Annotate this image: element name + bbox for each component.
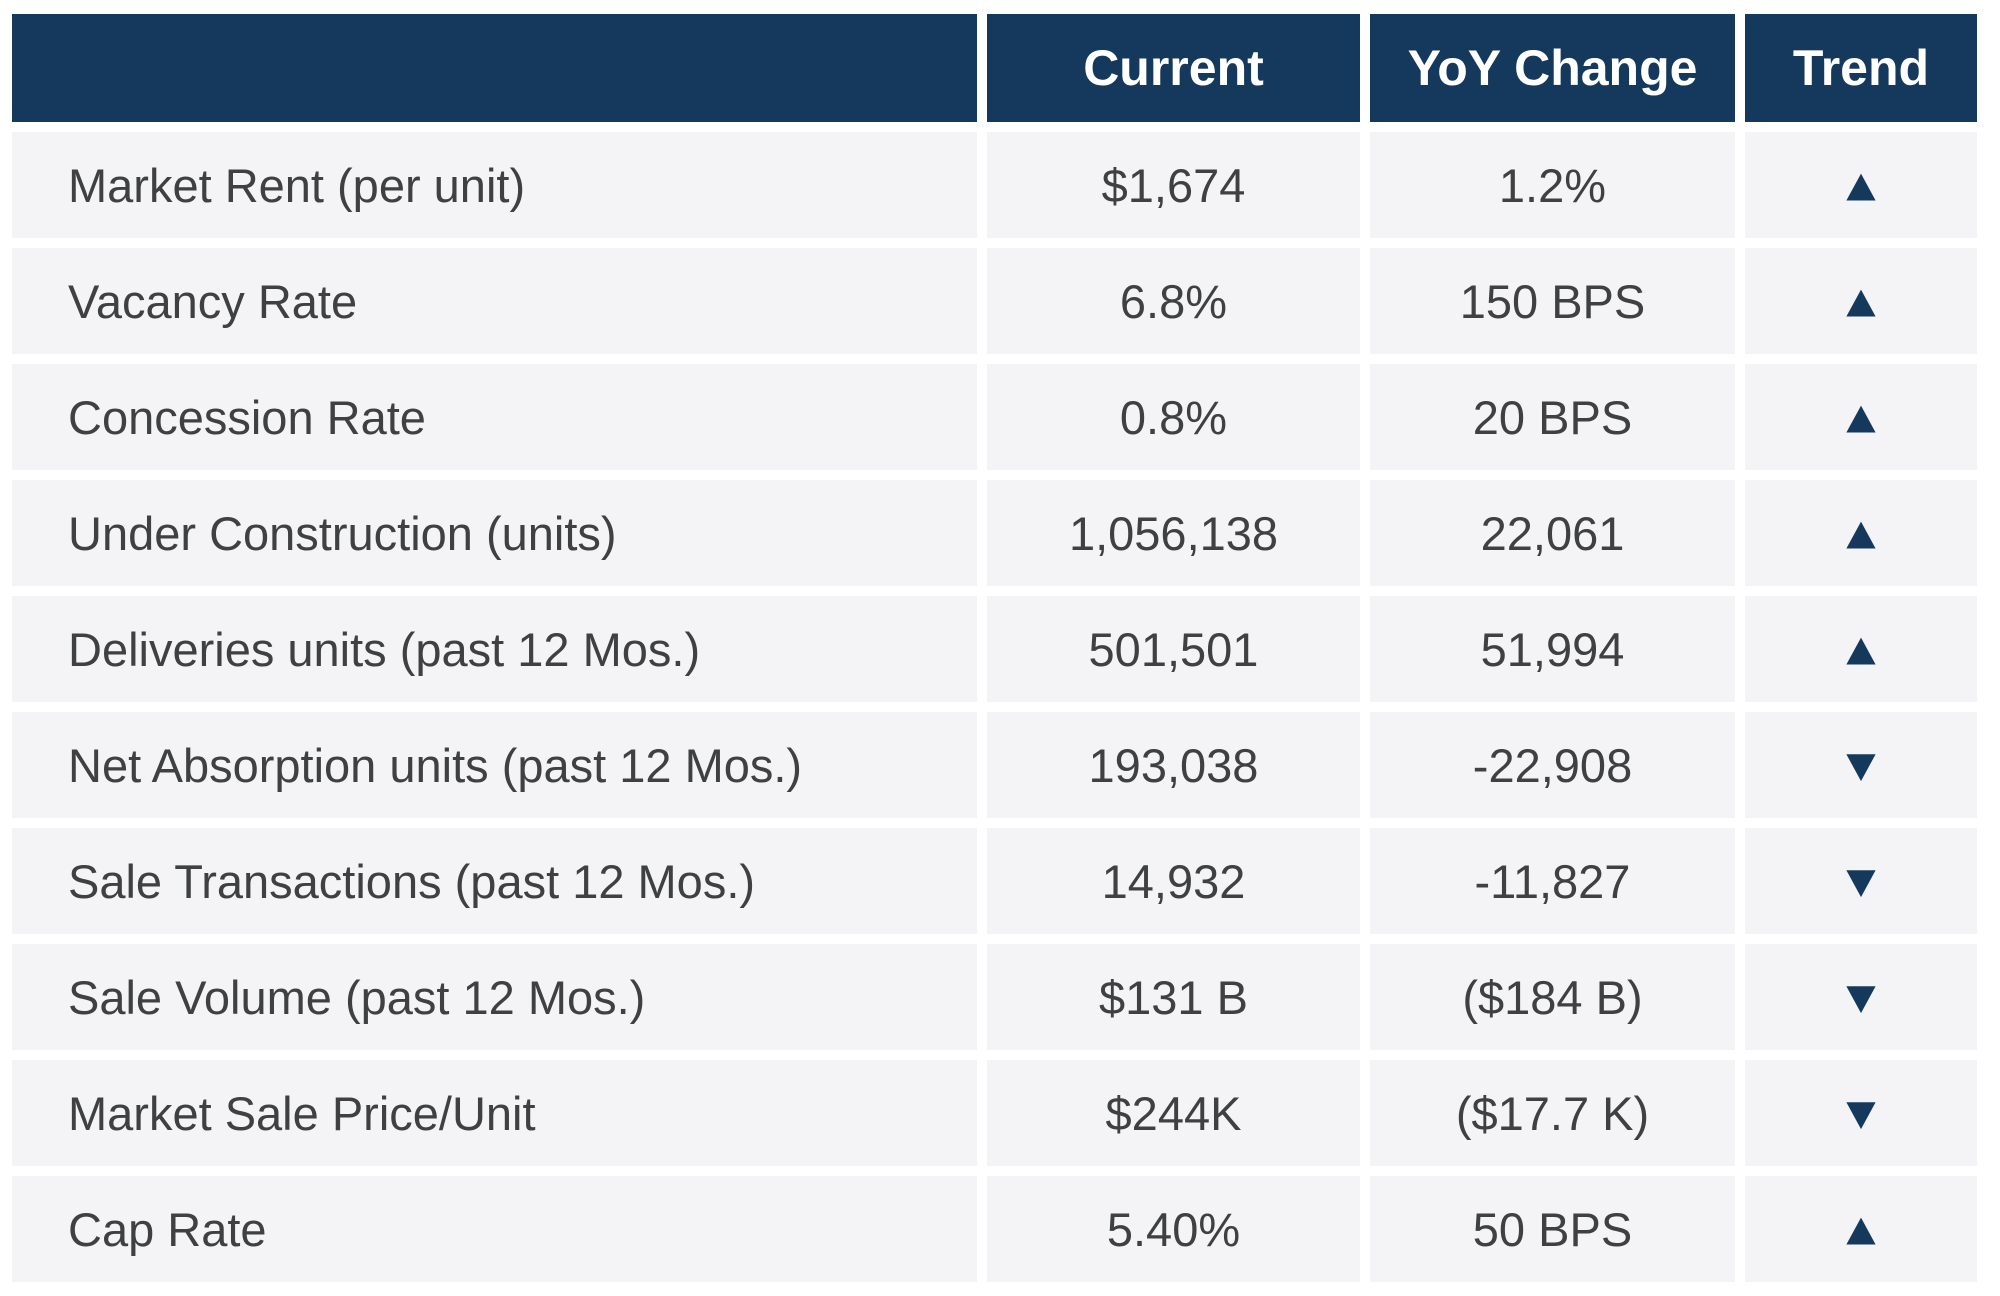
table-header: Current YoY Change Trend (12, 14, 1977, 122)
yoy-value: -22,908 (1370, 712, 1735, 818)
yoy-value: 50 BPS (1370, 1176, 1735, 1282)
trend-down-icon: ▼ (1836, 970, 1886, 1023)
metric-label: Market Rent (per unit) (12, 132, 977, 238)
trend-up-icon: ▲ (1836, 390, 1886, 443)
metric-label: Net Absorption units (past 12 Mos.) (12, 712, 977, 818)
metric-label: Sale Volume (past 12 Mos.) (12, 944, 977, 1050)
trend-down-icon: ▼ (1836, 738, 1886, 791)
table-row: Sale Volume (past 12 Mos.) $131 B ($184 … (12, 944, 1977, 1050)
trend-cell: ▲ (1745, 132, 1977, 238)
trend-cell: ▼ (1745, 828, 1977, 934)
trend-down-icon: ▼ (1836, 854, 1886, 907)
trend-cell: ▼ (1745, 1060, 1977, 1166)
table-row: Deliveries units (past 12 Mos.) 501,501 … (12, 596, 1977, 702)
current-value: 5.40% (987, 1176, 1360, 1282)
yoy-value: 1.2% (1370, 132, 1735, 238)
header-row: Current YoY Change Trend (12, 14, 1977, 122)
table-row: Market Sale Price/Unit $244K ($17.7 K) ▼ (12, 1060, 1977, 1166)
table-row: Vacancy Rate 6.8% 150 BPS ▲ (12, 248, 1977, 354)
yoy-value: 150 BPS (1370, 248, 1735, 354)
current-value: 0.8% (987, 364, 1360, 470)
yoy-value: 20 BPS (1370, 364, 1735, 470)
table-body: Market Rent (per unit) $1,674 1.2% ▲ Vac… (12, 132, 1977, 1282)
trend-up-icon: ▲ (1836, 274, 1886, 327)
metric-label: Cap Rate (12, 1176, 977, 1282)
table-row: Concession Rate 0.8% 20 BPS ▲ (12, 364, 1977, 470)
header-metric-blank (12, 14, 977, 122)
metric-label: Under Construction (units) (12, 480, 977, 586)
current-value: 501,501 (987, 596, 1360, 702)
yoy-value: ($184 B) (1370, 944, 1735, 1050)
yoy-value: ($17.7 K) (1370, 1060, 1735, 1166)
header-trend: Trend (1745, 14, 1977, 122)
yoy-value: 22,061 (1370, 480, 1735, 586)
table-row: Sale Transactions (past 12 Mos.) 14,932 … (12, 828, 1977, 934)
header-yoy-change: YoY Change (1370, 14, 1735, 122)
current-value: $131 B (987, 944, 1360, 1050)
market-stats-table: Current YoY Change Trend Market Rent (pe… (2, 4, 1987, 1292)
current-value: 6.8% (987, 248, 1360, 354)
trend-up-icon: ▲ (1836, 506, 1886, 559)
trend-cell: ▼ (1745, 712, 1977, 818)
header-current: Current (987, 14, 1360, 122)
current-value: 193,038 (987, 712, 1360, 818)
trend-down-icon: ▼ (1836, 1086, 1886, 1139)
metric-label: Concession Rate (12, 364, 977, 470)
trend-cell: ▲ (1745, 1176, 1977, 1282)
trend-cell: ▲ (1745, 364, 1977, 470)
trend-cell: ▲ (1745, 480, 1977, 586)
metric-label: Deliveries units (past 12 Mos.) (12, 596, 977, 702)
trend-up-icon: ▲ (1836, 1202, 1886, 1255)
table-row: Under Construction (units) 1,056,138 22,… (12, 480, 1977, 586)
current-value: $244K (987, 1060, 1360, 1166)
metric-label: Market Sale Price/Unit (12, 1060, 977, 1166)
trend-up-icon: ▲ (1836, 622, 1886, 675)
table-row: Cap Rate 5.40% 50 BPS ▲ (12, 1176, 1977, 1282)
table-row: Market Rent (per unit) $1,674 1.2% ▲ (12, 132, 1977, 238)
table-row: Net Absorption units (past 12 Mos.) 193,… (12, 712, 1977, 818)
metric-label: Sale Transactions (past 12 Mos.) (12, 828, 977, 934)
current-value: $1,674 (987, 132, 1360, 238)
trend-cell: ▼ (1745, 944, 1977, 1050)
current-value: 14,932 (987, 828, 1360, 934)
yoy-value: 51,994 (1370, 596, 1735, 702)
trend-cell: ▲ (1745, 248, 1977, 354)
trend-up-icon: ▲ (1836, 158, 1886, 211)
current-value: 1,056,138 (987, 480, 1360, 586)
yoy-value: -11,827 (1370, 828, 1735, 934)
metric-label: Vacancy Rate (12, 248, 977, 354)
trend-cell: ▲ (1745, 596, 1977, 702)
